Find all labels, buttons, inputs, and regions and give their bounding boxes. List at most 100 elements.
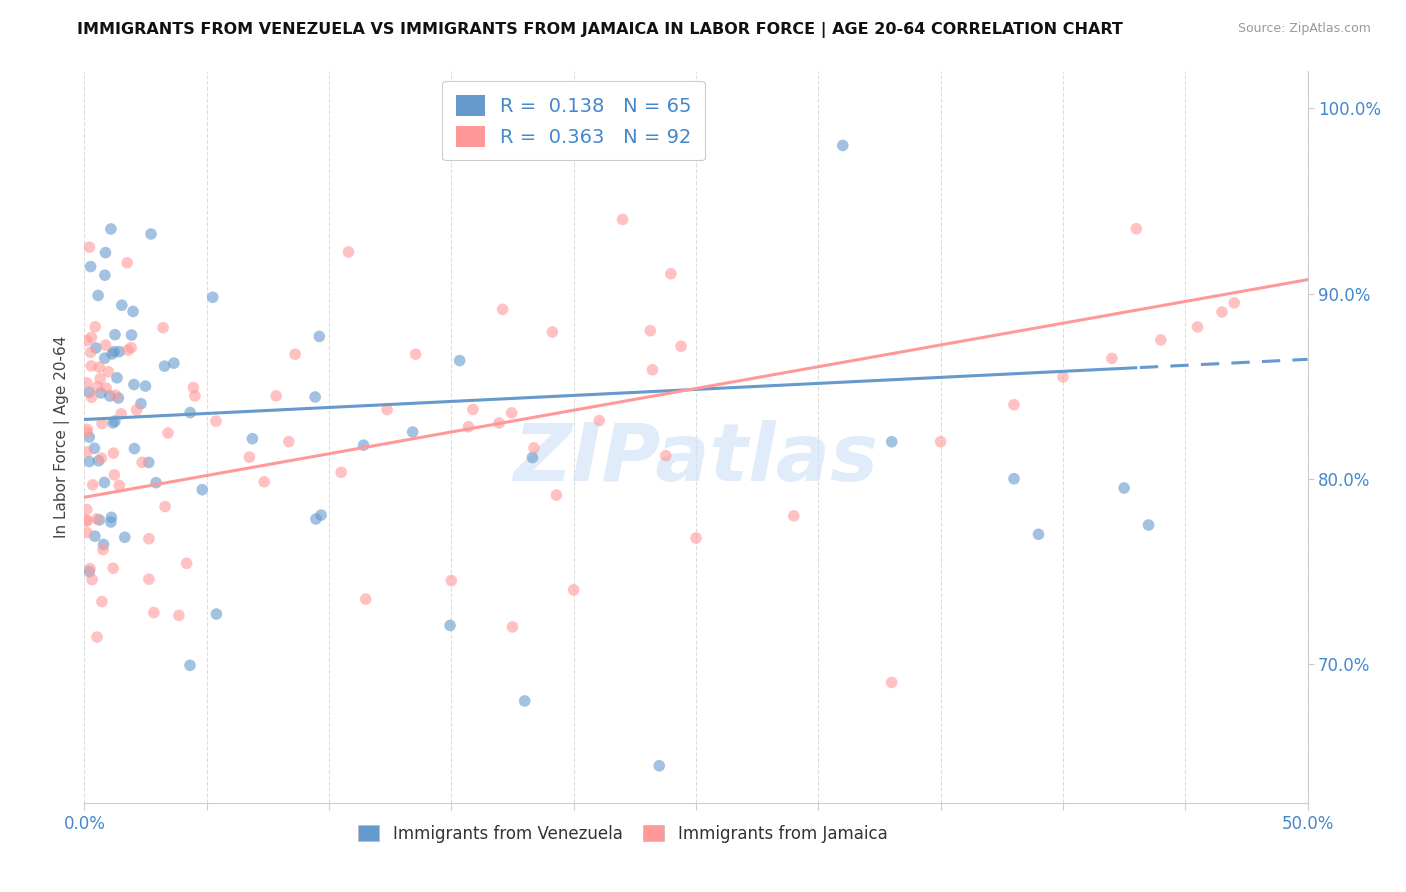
Point [90, 417, 112, 431]
Point [120, 341, 142, 355]
Point [880, 675, 903, 690]
Point [77, 430, 100, 444]
Point [90, 451, 112, 466]
Point [191, 483, 214, 497]
Point [76, 513, 98, 527]
Point [138, 455, 160, 469]
Point [122, 377, 145, 392]
Point [153, 359, 176, 373]
Point [264, 389, 287, 403]
Text: IMMIGRANTS FROM VENEZUELA VS IMMIGRANTS FROM JAMAICA IN LABOR FORCE | AGE 20-64 : IMMIGRANTS FROM VENEZUELA VS IMMIGRANTS … [77, 22, 1123, 38]
Point [84, 529, 107, 543]
Point [98, 389, 121, 403]
Point [513, 694, 536, 708]
Point [138, 532, 160, 546]
Point [77, 454, 100, 468]
Point [1114, 481, 1136, 495]
Point [375, 402, 398, 417]
Point [76, 445, 98, 459]
Point [449, 353, 471, 368]
Point [76, 525, 98, 540]
Point [90, 386, 112, 401]
Point [103, 344, 125, 359]
Point [82, 478, 104, 492]
Point [108, 344, 131, 359]
Point [76, 502, 98, 516]
Point [80, 330, 103, 344]
Point [1211, 305, 1233, 319]
Point [79, 562, 101, 576]
Point [152, 320, 174, 334]
Point [131, 455, 153, 469]
Point [84, 319, 107, 334]
Point [94, 338, 117, 352]
Point [179, 406, 201, 420]
Point [79, 240, 101, 254]
Point [76, 425, 98, 440]
Point [685, 531, 707, 545]
Point [105, 371, 128, 385]
Point [77, 565, 100, 579]
Point [142, 606, 165, 620]
Point [76, 422, 98, 436]
Point [648, 758, 671, 772]
Point [97, 365, 120, 379]
Point [87, 288, 110, 302]
Point [134, 379, 156, 393]
Point [277, 434, 299, 449]
Point [80, 359, 103, 373]
Point [1052, 370, 1074, 384]
Point [588, 413, 610, 427]
Point [96, 381, 118, 395]
Point [1002, 398, 1025, 412]
Point [522, 450, 544, 465]
Point [880, 434, 903, 449]
Point [153, 500, 176, 514]
Point [562, 582, 585, 597]
Point [86, 630, 108, 644]
Point [205, 414, 228, 428]
Point [101, 347, 124, 361]
Point [783, 508, 806, 523]
Point [546, 488, 568, 502]
Point [76, 376, 98, 390]
Point [405, 347, 427, 361]
Point [77, 385, 100, 400]
Point [86, 512, 108, 526]
Point [461, 402, 484, 417]
Point [501, 406, 523, 420]
Point [117, 343, 139, 357]
Point [114, 530, 136, 544]
Point [492, 302, 515, 317]
Point [111, 298, 134, 312]
Point [659, 267, 682, 281]
Point [1223, 295, 1246, 310]
Point [103, 446, 125, 460]
Point [1002, 472, 1025, 486]
Point [523, 441, 546, 455]
Point [101, 416, 124, 430]
Point [1137, 518, 1160, 533]
Point [337, 244, 360, 259]
Point [284, 347, 307, 361]
Point [305, 512, 328, 526]
Text: ZIPatlas: ZIPatlas [513, 420, 879, 498]
Point [440, 574, 463, 588]
Point [87, 454, 110, 468]
Point [502, 620, 524, 634]
Point [79, 260, 101, 274]
Point [457, 419, 479, 434]
Text: Source: ZipAtlas.com: Source: ZipAtlas.com [1237, 22, 1371, 36]
Point [91, 542, 114, 557]
Point [93, 351, 115, 366]
Point [93, 537, 115, 551]
Point [156, 425, 179, 440]
Point [121, 328, 143, 343]
Point [238, 450, 260, 464]
Point [253, 475, 276, 489]
Point [90, 594, 112, 608]
Point [1150, 333, 1173, 347]
Point [1187, 319, 1209, 334]
Point [89, 360, 111, 375]
Point [488, 416, 510, 430]
